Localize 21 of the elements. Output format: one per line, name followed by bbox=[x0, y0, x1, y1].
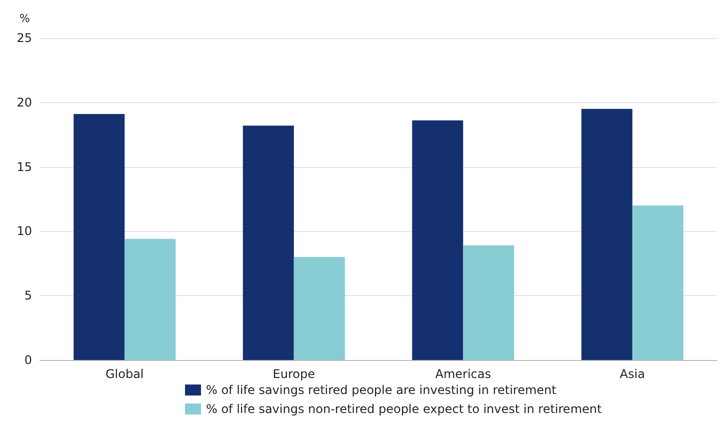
legend-label: % of life savings non-retired people expect to invest in retirement bbox=[206, 402, 602, 416]
y-tick-label: 10 bbox=[16, 224, 32, 238]
bar bbox=[294, 256, 345, 360]
bar bbox=[124, 238, 176, 360]
bar bbox=[581, 108, 632, 360]
bar bbox=[463, 245, 514, 360]
y-tick-label: 20 bbox=[16, 95, 32, 110]
bar bbox=[74, 114, 125, 360]
y-tick-label: 5 bbox=[24, 288, 32, 303]
x-tick-label: Asia bbox=[620, 367, 645, 381]
y-tick-label: 15 bbox=[16, 160, 32, 174]
bar bbox=[632, 205, 684, 360]
x-tick-label: Global bbox=[105, 367, 144, 381]
y-tick-label: 25 bbox=[16, 31, 32, 45]
x-tick-label: Europe bbox=[272, 367, 315, 381]
y-axis-title: % bbox=[20, 12, 30, 25]
bar bbox=[412, 120, 464, 360]
y-tick-label: 0 bbox=[24, 353, 32, 367]
x-tick-label: Americas bbox=[435, 367, 492, 381]
bar bbox=[242, 126, 294, 360]
legend-label: % of life savings retired people are investing in retirement bbox=[206, 383, 557, 397]
